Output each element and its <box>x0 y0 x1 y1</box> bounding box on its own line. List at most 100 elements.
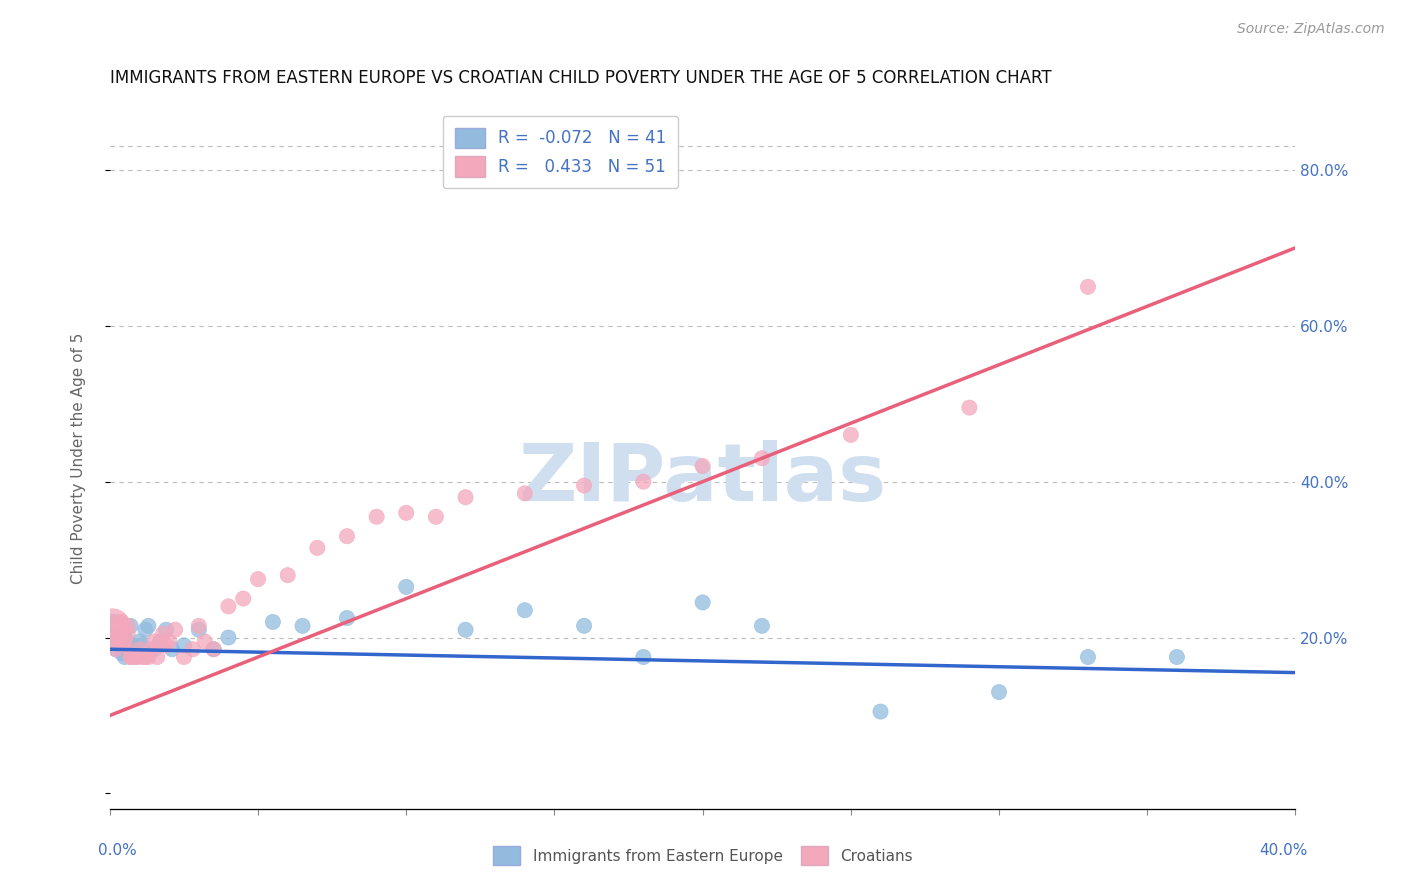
Point <box>160 642 183 657</box>
Point <box>122 650 145 665</box>
Point <box>101 623 124 637</box>
Point <box>291 619 314 633</box>
Point <box>101 634 124 648</box>
Point <box>149 634 172 648</box>
Point <box>751 619 773 633</box>
Point <box>111 646 134 660</box>
Point <box>114 634 136 648</box>
Point <box>117 626 139 640</box>
Point <box>107 634 129 648</box>
Text: 40.0%: 40.0% <box>1260 843 1308 858</box>
Y-axis label: Child Poverty Under the Age of 5: Child Poverty Under the Age of 5 <box>72 333 86 584</box>
Point <box>988 685 1011 699</box>
Point <box>751 451 773 466</box>
Point <box>454 490 477 504</box>
Point <box>120 650 142 665</box>
Point <box>513 603 536 617</box>
Point <box>131 650 153 665</box>
Point <box>336 529 359 543</box>
Point <box>194 634 217 648</box>
Point <box>101 631 124 645</box>
Point <box>366 509 388 524</box>
Point <box>104 634 127 648</box>
Point <box>181 642 204 657</box>
Point <box>395 580 418 594</box>
Point <box>111 615 134 629</box>
Point <box>187 623 209 637</box>
Point <box>152 626 174 640</box>
Point <box>839 428 862 442</box>
Point <box>107 615 129 629</box>
Point <box>277 568 299 582</box>
Point <box>187 619 209 633</box>
Point <box>141 642 163 657</box>
Point <box>513 486 536 500</box>
Text: 0.0%: 0.0% <box>98 843 138 858</box>
Point <box>104 642 127 657</box>
Point <box>117 642 139 657</box>
Point <box>173 638 195 652</box>
Text: IMMIGRANTS FROM EASTERN EUROPE VS CROATIAN CHILD POVERTY UNDER THE AGE OF 5 CORR: IMMIGRANTS FROM EASTERN EUROPE VS CROATI… <box>110 69 1052 87</box>
Point <box>262 615 284 629</box>
Point <box>101 619 124 633</box>
Point <box>149 634 172 648</box>
Point <box>957 401 980 415</box>
Point <box>155 623 177 637</box>
Point <box>217 599 239 614</box>
Legend: R =  -0.072   N = 41, R =   0.433   N = 51: R = -0.072 N = 41, R = 0.433 N = 51 <box>443 116 678 188</box>
Point <box>1077 280 1099 294</box>
Point <box>125 650 148 665</box>
Point <box>104 631 127 645</box>
Point <box>111 634 134 648</box>
Point <box>122 638 145 652</box>
Point <box>128 642 150 657</box>
Point <box>157 634 180 648</box>
Point <box>117 634 139 648</box>
Point <box>692 458 714 473</box>
Text: Source: ZipAtlas.com: Source: ZipAtlas.com <box>1237 22 1385 37</box>
Point <box>425 509 447 524</box>
Point <box>111 638 134 652</box>
Point <box>146 650 169 665</box>
Point <box>692 595 714 609</box>
Point <box>134 623 156 637</box>
Point <box>307 541 329 555</box>
Point <box>125 650 148 665</box>
Point <box>1077 650 1099 665</box>
Point <box>1166 650 1188 665</box>
Point <box>572 478 595 492</box>
Point <box>869 705 891 719</box>
Point <box>143 634 166 648</box>
Point <box>395 506 418 520</box>
Point <box>217 631 239 645</box>
Point <box>202 642 225 657</box>
Point <box>173 650 195 665</box>
Point <box>104 642 127 657</box>
Point <box>107 626 129 640</box>
Text: ZIPatlas: ZIPatlas <box>519 441 887 518</box>
Point <box>633 650 655 665</box>
Point <box>114 650 136 665</box>
Point <box>143 642 166 657</box>
Point <box>336 611 359 625</box>
Point <box>128 634 150 648</box>
Point <box>155 638 177 652</box>
Point <box>138 650 160 665</box>
Legend: Immigrants from Eastern Europe, Croatians: Immigrants from Eastern Europe, Croatian… <box>486 840 920 871</box>
Point <box>138 619 160 633</box>
Point <box>131 638 153 652</box>
Point <box>120 650 142 665</box>
Point <box>202 642 225 657</box>
Point <box>120 619 142 633</box>
Point <box>134 650 156 665</box>
Point <box>454 623 477 637</box>
Point <box>117 619 139 633</box>
Point <box>114 638 136 652</box>
Point <box>572 619 595 633</box>
Point <box>232 591 254 606</box>
Point <box>114 631 136 645</box>
Point <box>247 572 270 586</box>
Point <box>633 475 655 489</box>
Point <box>107 623 129 637</box>
Point <box>165 623 187 637</box>
